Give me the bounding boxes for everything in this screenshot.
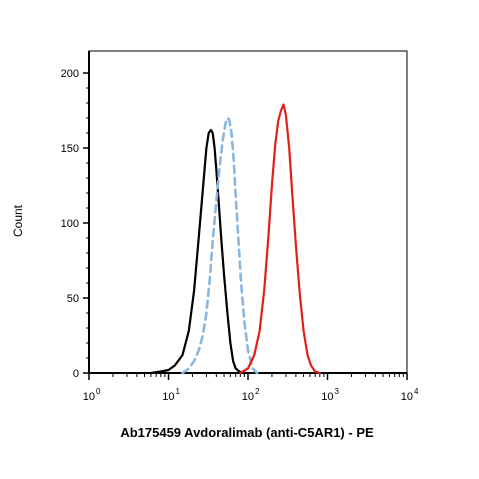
y-axis: 0 50 100 150 200: [61, 51, 90, 380]
x-tick-label: 10: [162, 391, 174, 403]
plot-frame: [88, 50, 408, 374]
x-tick-label: 10: [401, 391, 413, 403]
y-tick-label: 200: [61, 68, 79, 80]
x-tick-exponent: 3: [335, 387, 340, 396]
y-tick-label: 50: [67, 293, 79, 305]
y-tick-label: 0: [73, 368, 79, 380]
series-line-3: [239, 103, 321, 375]
x-tick-label: 10: [321, 391, 333, 403]
x-tick-exponent: 0: [96, 387, 101, 396]
y-tick-label: 150: [61, 143, 79, 155]
x-axis-title: Ab175459 Avdoralimab (anti-C5AR1) - PE: [120, 425, 374, 440]
x-axis: 10 0 10 1 10 2 10 3 10 4: [83, 372, 419, 403]
x-tick-label: 10: [83, 391, 95, 403]
x-tick-exponent: 4: [414, 387, 419, 396]
x-tick-label: 10: [242, 391, 254, 403]
x-tick-exponent: 1: [176, 387, 181, 396]
series-group: [149, 103, 321, 375]
plot-border: [88, 50, 408, 374]
y-axis-title: Count: [11, 204, 25, 237]
series-line-2: [181, 116, 259, 375]
series-line-1: [149, 128, 245, 375]
x-tick-exponent: 2: [255, 387, 260, 396]
y-tick-label: 100: [61, 218, 79, 230]
